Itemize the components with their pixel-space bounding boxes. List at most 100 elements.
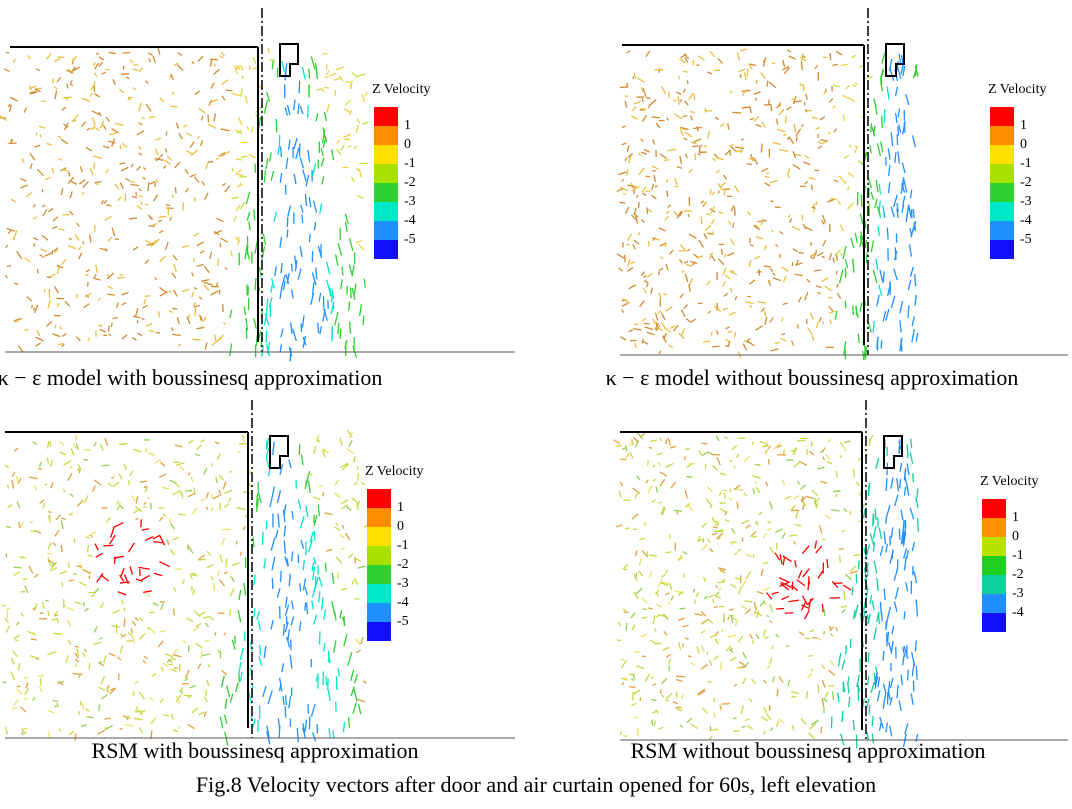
velocity-vector bbox=[896, 208, 899, 218]
velocity-vector bbox=[738, 665, 747, 669]
velocity-vector bbox=[865, 544, 871, 558]
velocity-vector bbox=[19, 556, 25, 559]
velocity-vector bbox=[791, 504, 796, 511]
velocity-vector bbox=[663, 293, 667, 296]
velocity-vector bbox=[745, 301, 754, 305]
velocity-vector bbox=[93, 479, 102, 486]
velocity-vector bbox=[164, 241, 169, 251]
velocity-vector bbox=[781, 317, 784, 322]
velocity-vector bbox=[771, 591, 779, 595]
velocity-vector bbox=[331, 600, 336, 615]
velocity-vector bbox=[651, 237, 661, 241]
velocity-vector bbox=[726, 252, 735, 257]
velocity-vector bbox=[238, 507, 247, 511]
velocity-vector bbox=[615, 444, 622, 447]
velocity-vector bbox=[69, 465, 73, 469]
velocity-vector bbox=[224, 731, 229, 746]
velocity-vector bbox=[271, 278, 275, 289]
velocity-vector bbox=[677, 590, 684, 596]
velocity-vector bbox=[119, 162, 126, 165]
velocity-vector bbox=[878, 721, 883, 731]
velocity-vector bbox=[624, 452, 630, 460]
velocity-vector bbox=[155, 156, 161, 162]
velocity-vector bbox=[818, 525, 823, 534]
velocity-vector bbox=[770, 229, 774, 233]
velocity-vector bbox=[900, 674, 903, 686]
velocity-vector bbox=[231, 639, 236, 651]
legend-label: 0 bbox=[404, 137, 411, 152]
velocity-vector bbox=[205, 492, 210, 499]
velocity-vector bbox=[256, 611, 260, 621]
velocity-vector bbox=[801, 53, 804, 62]
velocity-vector bbox=[760, 715, 768, 722]
velocity-vector bbox=[202, 653, 211, 657]
velocity-vector bbox=[246, 211, 251, 221]
velocity-vector bbox=[12, 58, 17, 64]
velocity-vector bbox=[808, 576, 810, 585]
velocity-vector bbox=[660, 86, 667, 95]
velocity-vector bbox=[672, 701, 678, 705]
velocity-vector bbox=[780, 337, 787, 342]
velocity-vector bbox=[196, 326, 205, 330]
velocity-vector bbox=[786, 49, 792, 53]
velocity-vector bbox=[172, 254, 178, 261]
velocity-vector bbox=[27, 630, 35, 635]
velocity-vector bbox=[312, 732, 317, 742]
velocity-vector bbox=[634, 342, 637, 348]
velocity-vector bbox=[315, 576, 319, 586]
velocity-vector bbox=[661, 677, 668, 685]
velocity-vector bbox=[147, 182, 150, 192]
velocity-vector bbox=[678, 332, 685, 340]
velocity-vector bbox=[639, 299, 645, 308]
velocity-vector bbox=[817, 466, 825, 470]
velocity-vector bbox=[184, 677, 189, 682]
velocity-vector bbox=[755, 236, 764, 240]
velocity-vector bbox=[791, 695, 797, 698]
legend-label: 1 bbox=[404, 118, 411, 133]
velocity-vector bbox=[134, 680, 139, 685]
velocity-vector bbox=[203, 696, 208, 703]
velocity-vector bbox=[304, 480, 308, 489]
legend-swatch bbox=[374, 221, 398, 240]
velocity-vector bbox=[108, 333, 112, 337]
velocity-vector bbox=[235, 204, 241, 212]
velocity-vector bbox=[89, 167, 94, 176]
velocity-vector bbox=[280, 274, 286, 288]
velocity-vector bbox=[24, 687, 30, 696]
velocity-vector bbox=[16, 688, 23, 696]
velocity-vector bbox=[86, 716, 94, 719]
velocity-vector bbox=[118, 88, 125, 94]
velocity-vector bbox=[26, 296, 33, 302]
velocity-vector bbox=[342, 721, 346, 733]
velocity-vector bbox=[755, 486, 761, 494]
velocity-vector bbox=[737, 635, 744, 643]
velocity-vector bbox=[356, 118, 361, 124]
velocity-vector bbox=[204, 342, 208, 350]
velocity-vector bbox=[193, 232, 200, 237]
velocity-vector bbox=[186, 617, 194, 623]
velocity-vector bbox=[837, 199, 842, 206]
velocity-vector bbox=[307, 480, 311, 494]
velocity-vector bbox=[320, 157, 325, 167]
velocity-vector bbox=[46, 457, 49, 464]
velocity-vector bbox=[108, 51, 116, 55]
velocity-vector bbox=[909, 452, 914, 464]
velocity-vector bbox=[119, 633, 125, 638]
velocity-vector bbox=[645, 50, 651, 58]
velocity-vector bbox=[720, 661, 723, 670]
velocity-vector bbox=[38, 125, 46, 129]
velocity-vector bbox=[204, 192, 209, 200]
velocity-vector bbox=[151, 672, 157, 677]
velocity-vector bbox=[171, 657, 177, 661]
velocity-vector bbox=[186, 316, 191, 325]
velocity-vector bbox=[890, 295, 896, 309]
velocity-vector bbox=[132, 246, 139, 251]
velocity-vector bbox=[94, 62, 100, 70]
velocity-vector bbox=[912, 135, 917, 148]
velocity-vector bbox=[278, 683, 282, 692]
velocity-vector bbox=[16, 501, 21, 509]
velocity-vector bbox=[50, 482, 54, 489]
velocity-vector bbox=[748, 259, 752, 267]
velocity-vector bbox=[779, 230, 784, 235]
velocity-vector bbox=[842, 94, 851, 100]
